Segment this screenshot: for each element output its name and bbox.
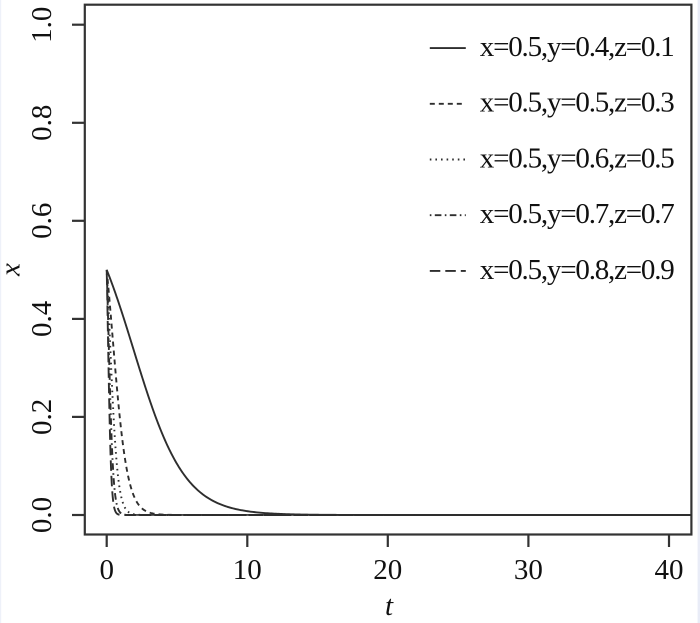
svg-text:30: 30 <box>514 554 543 586</box>
svg-text:x=0.5,y=0.7,z=0.7: x=0.5,y=0.7,z=0.7 <box>480 198 674 230</box>
svg-text:0.2: 0.2 <box>26 399 58 435</box>
svg-text:0: 0 <box>99 554 114 586</box>
svg-text:1.0: 1.0 <box>26 7 58 43</box>
svg-text:x=0.5,y=0.8,z=0.9: x=0.5,y=0.8,z=0.9 <box>480 254 674 286</box>
svg-text:0.8: 0.8 <box>26 105 58 141</box>
svg-text:x: x <box>0 263 27 277</box>
svg-text:x=0.5,y=0.6,z=0.5: x=0.5,y=0.6,z=0.5 <box>480 142 674 174</box>
svg-text:x=0.5,y=0.5,z=0.3: x=0.5,y=0.5,z=0.3 <box>480 87 674 119</box>
svg-text:0.0: 0.0 <box>26 497 58 533</box>
svg-text:x=0.5,y=0.4,z=0.1: x=0.5,y=0.4,z=0.1 <box>480 31 674 63</box>
svg-text:20: 20 <box>373 554 402 586</box>
svg-text:10: 10 <box>233 554 262 586</box>
svg-text:t: t <box>385 590 394 622</box>
svg-text:40: 40 <box>655 554 684 586</box>
svg-text:0.4: 0.4 <box>26 300 58 337</box>
svg-text:0.6: 0.6 <box>26 203 58 239</box>
